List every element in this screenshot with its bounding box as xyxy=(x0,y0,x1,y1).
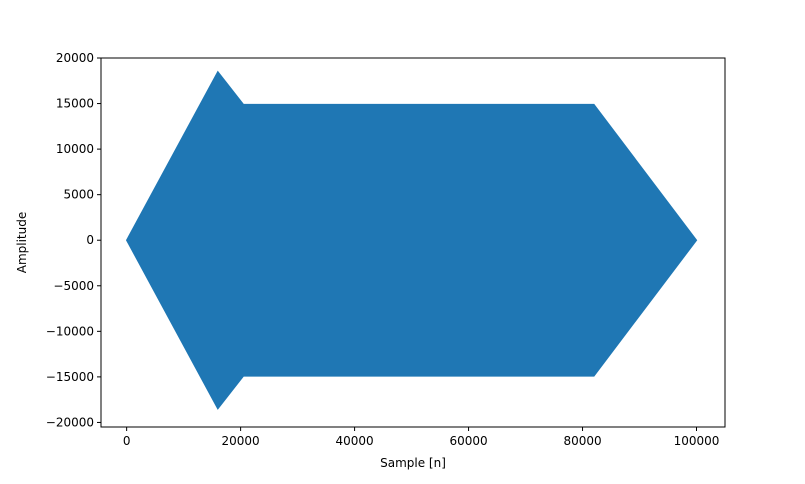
y-tick-label: 20000 xyxy=(56,51,94,65)
x-axis: 0 20000 40000 60000 80000 100000 xyxy=(123,427,720,448)
y-axis-label: Amplitude xyxy=(15,212,29,274)
signal-envelope-0 xyxy=(125,70,698,410)
x-tick-label: 0 xyxy=(123,434,131,448)
y-tick-label: −10000 xyxy=(46,324,94,338)
y-tick-label: −20000 xyxy=(46,415,94,429)
y-tick-label: 10000 xyxy=(56,142,94,156)
y-tick-label: 0 xyxy=(86,233,94,247)
x-tick-label: 20000 xyxy=(222,434,260,448)
x-tick-label: 80000 xyxy=(563,434,601,448)
y-tick-label: −15000 xyxy=(46,370,94,384)
axes-frame xyxy=(100,57,726,428)
x-tick-label: 100000 xyxy=(674,434,720,448)
x-tick-label: 40000 xyxy=(335,434,373,448)
y-tick-label: 15000 xyxy=(56,97,94,111)
y-tick-label: 5000 xyxy=(63,188,94,202)
y-axis: −20000 −15000 −10000 −5000 0 5000 10000 15000 20… xyxy=(46,51,101,429)
y-tick-label: −5000 xyxy=(53,279,94,293)
x-tick-label: 60000 xyxy=(449,434,487,448)
x-axis-label: Sample [n] xyxy=(380,456,446,470)
plot-area xyxy=(125,70,698,410)
